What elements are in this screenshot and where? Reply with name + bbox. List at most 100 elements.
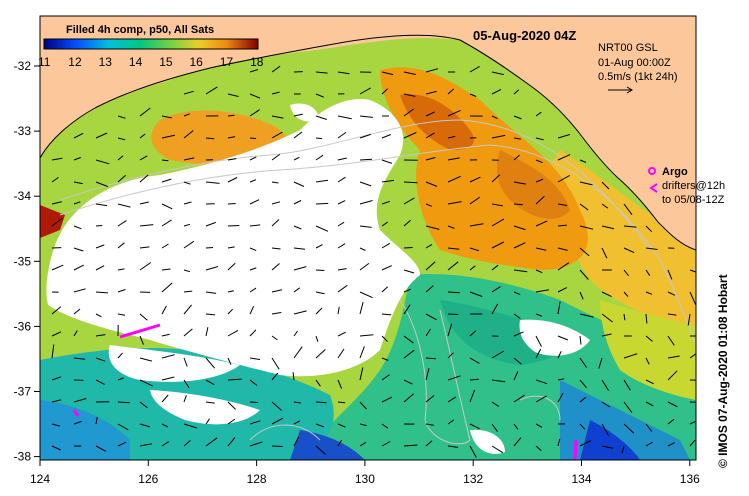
current-vector — [579, 247, 590, 257]
current-vector — [425, 440, 433, 447]
current-vector — [249, 156, 257, 161]
current-vector — [359, 301, 364, 315]
current-vector — [491, 303, 499, 315]
current-vector — [645, 269, 651, 276]
current-vector — [469, 357, 480, 364]
current-vector — [183, 304, 192, 315]
current-vector — [293, 436, 300, 447]
current-vector — [205, 86, 218, 95]
current-vector — [447, 201, 462, 205]
current-vector — [293, 181, 305, 187]
current-vector — [535, 423, 543, 428]
current-vector — [95, 159, 110, 165]
current-vector — [227, 136, 236, 139]
current-vector — [491, 241, 505, 249]
current-vector — [161, 441, 169, 447]
current-vector — [381, 159, 393, 164]
current-vector — [161, 268, 171, 271]
current-vector — [249, 179, 257, 183]
current-vector — [227, 262, 236, 271]
current-vector — [535, 159, 543, 164]
current-vector — [447, 247, 460, 250]
y-tick-label: -38 — [14, 450, 32, 464]
current-vector — [381, 374, 390, 381]
current-vector — [51, 344, 55, 359]
current-vector — [381, 423, 389, 429]
y-tick-label: -36 — [14, 319, 32, 333]
current-vector — [359, 247, 366, 251]
current-vector — [205, 291, 217, 294]
current-vector — [315, 93, 324, 98]
current-vector — [469, 330, 477, 337]
current-vector — [337, 268, 347, 271]
x-tick-label: 124 — [30, 472, 50, 486]
current-vector — [491, 218, 505, 227]
current-vector — [469, 378, 479, 381]
current-vector — [579, 291, 584, 300]
current-vector — [557, 287, 568, 293]
current-vector — [249, 137, 257, 140]
current-vector — [271, 181, 279, 184]
current-vector — [645, 335, 653, 342]
current-vector — [359, 291, 373, 299]
current-vector — [161, 423, 169, 428]
legend-argo: Argo — [662, 166, 688, 178]
current-vector — [623, 401, 633, 413]
current-vector — [447, 109, 461, 117]
colorbar-tick: 13 — [99, 55, 113, 69]
colorbar-label: Filled 4h comp, p50, All Sats — [66, 24, 214, 36]
current-vector — [513, 137, 521, 140]
current-vector — [183, 269, 191, 273]
current-vector — [513, 89, 520, 95]
current-vector — [183, 240, 195, 249]
y-tick-label: -32 — [14, 59, 32, 73]
current-vector — [337, 176, 346, 183]
current-vector — [337, 243, 346, 249]
colorbar-tick: 18 — [250, 55, 264, 69]
current-vector — [689, 353, 696, 359]
current-vector — [337, 439, 343, 447]
current-vector — [205, 401, 215, 404]
current-vector — [403, 269, 415, 274]
current-vector — [183, 423, 198, 429]
current-vector — [183, 90, 194, 95]
current-vector — [557, 378, 565, 381]
current-vector — [293, 330, 299, 337]
current-vector — [535, 289, 550, 293]
current-vector — [95, 445, 107, 452]
current-vector — [491, 88, 502, 95]
current-vector — [249, 267, 257, 271]
current-vector — [403, 71, 416, 75]
current-vector — [469, 196, 480, 205]
current-vector — [447, 375, 461, 381]
current-vector — [205, 247, 214, 249]
current-vector — [183, 440, 191, 447]
current-vector — [359, 115, 373, 118]
current-vector — [161, 134, 175, 139]
current-vector — [271, 153, 281, 161]
current-vector — [535, 445, 542, 452]
current-vector — [469, 265, 476, 271]
current-vector — [271, 401, 283, 411]
current-vector — [359, 334, 374, 337]
current-vector — [249, 420, 261, 425]
current-vector — [403, 379, 413, 385]
current-vector — [161, 354, 175, 359]
current-vector — [139, 443, 152, 447]
current-vector — [667, 291, 676, 296]
current-vector — [469, 247, 480, 252]
current-vector — [205, 313, 216, 316]
current-vector — [513, 291, 521, 296]
y-tick-label: -35 — [14, 254, 32, 268]
current-vector — [491, 115, 498, 120]
current-vector — [139, 174, 149, 183]
current-vector — [579, 396, 587, 403]
current-vector — [271, 357, 280, 370]
current-vector — [227, 290, 234, 293]
current-vector — [139, 107, 151, 117]
current-vector — [403, 93, 416, 97]
current-vector — [73, 288, 86, 293]
current-vector — [403, 132, 417, 139]
current-vector — [337, 306, 340, 315]
current-vector — [183, 130, 194, 139]
